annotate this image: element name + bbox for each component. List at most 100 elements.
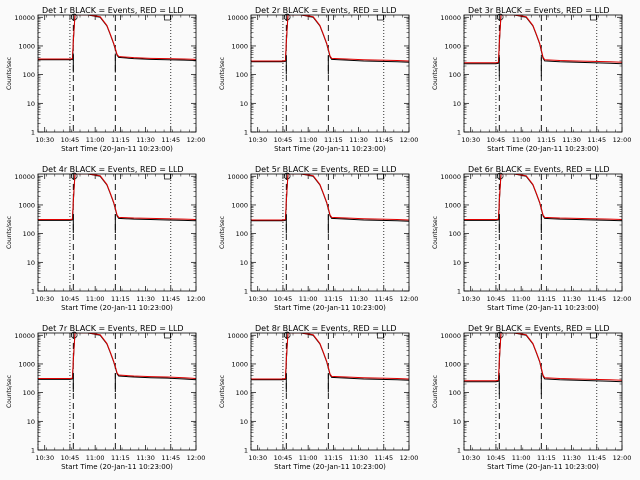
y-tick-label: 1000	[444, 201, 461, 209]
top-square-marker	[164, 14, 171, 21]
y-tick-label: 10	[240, 100, 248, 108]
x-tick-label: 11:15	[537, 136, 556, 144]
top-square-marker	[377, 173, 384, 180]
x-tick-label: 11:30	[562, 295, 581, 303]
y-tick-label: 1	[244, 288, 248, 296]
y-tick-label: 100	[449, 230, 461, 238]
x-tick-label: 11:15	[324, 295, 343, 303]
x-tick-label: 10:30	[35, 295, 54, 303]
top-square-marker	[590, 332, 597, 339]
x-tick-label: 11:45	[374, 454, 393, 462]
top-circle-marker	[496, 13, 504, 21]
panel-data-area	[251, 15, 409, 75]
x-tick-label: 10:30	[248, 295, 267, 303]
y-tick-label: 1000	[18, 360, 35, 368]
x-tick-label: 11:00	[86, 136, 105, 144]
y-tick-label: 1000	[18, 201, 35, 209]
panel-title: Det 7r BLACK = Events, RED = LLD	[42, 324, 184, 333]
y-tick-label: 100	[23, 389, 35, 397]
y-tick-label: 1	[244, 129, 248, 137]
panel-det-9: Det 9r BLACK = Events, RED = LLD Counts/s…	[432, 324, 631, 471]
x-tick-label: 10:30	[35, 136, 54, 144]
panel-data-area	[38, 15, 196, 73]
y-tick-label: 1000	[231, 42, 248, 50]
y-axis-label: Counts/sec	[432, 216, 439, 249]
x-tick-label: 11:00	[86, 454, 105, 462]
y-tick-label: 10000	[440, 332, 461, 340]
lld-series-line	[38, 174, 196, 221]
y-tick-label: 10000	[227, 332, 248, 340]
x-tick-label: 10:45	[61, 454, 80, 462]
x-tick-label: 11:00	[299, 136, 318, 144]
y-axis-label: Counts/sec	[432, 57, 439, 90]
lld-series-line	[38, 15, 196, 60]
top-circle-marker	[283, 172, 291, 180]
y-tick-label: 1	[244, 447, 248, 455]
y-tick-label: 10000	[227, 14, 248, 22]
panel-title: Det 5r BLACK = Events, RED = LLD	[255, 165, 397, 174]
panel-title: Det 8r BLACK = Events, RED = LLD	[255, 324, 397, 333]
x-tick-label: 10:45	[487, 295, 506, 303]
y-tick-label: 10000	[227, 173, 248, 181]
y-tick-label: 1	[31, 447, 35, 455]
x-tick-label: 11:00	[86, 295, 105, 303]
lld-series-line	[464, 15, 622, 64]
x-axis-label: Start Time (20-Jan-11 10:23:00)	[61, 145, 173, 153]
x-tick-label: 10:45	[61, 295, 80, 303]
y-axis-label: Counts/sec	[6, 375, 13, 408]
panel-data-area	[464, 15, 622, 77]
top-circle-marker	[283, 13, 291, 21]
panel-data-area	[38, 333, 196, 393]
x-tick-label: 11:45	[374, 136, 393, 144]
y-axis-label: Counts/sec	[219, 216, 226, 249]
y-tick-label: 10	[27, 100, 35, 108]
x-tick-label: 11:00	[512, 295, 531, 303]
panel-det-4: Det 4r BLACK = Events, RED = LLD Counts/s…	[6, 165, 205, 312]
y-axis-label: Counts/sec	[219, 375, 226, 408]
top-circle-marker	[70, 331, 78, 339]
y-tick-label: 10	[27, 259, 35, 267]
x-tick-label: 11:30	[136, 136, 155, 144]
x-tick-label: 11:45	[374, 295, 393, 303]
x-tick-label: 10:30	[461, 295, 480, 303]
y-tick-label: 10000	[14, 173, 35, 181]
y-tick-label: 10	[240, 418, 248, 426]
x-tick-label: 11:30	[349, 295, 368, 303]
panel-det-6: Det 6r BLACK = Events, RED = LLD Counts/s…	[432, 165, 631, 312]
x-tick-label: 11:15	[324, 136, 343, 144]
x-tick-label: 11:45	[587, 136, 606, 144]
x-tick-label: 11:00	[299, 295, 318, 303]
panel-frame	[463, 14, 623, 133]
y-tick-label: 1000	[231, 201, 248, 209]
y-tick-label: 10000	[440, 173, 461, 181]
panel-frame	[250, 173, 410, 292]
y-tick-label: 10000	[14, 14, 35, 22]
x-tick-label: 11:15	[111, 295, 130, 303]
x-axis-label: Start Time (20-Jan-11 10:23:00)	[61, 304, 173, 312]
top-square-marker	[590, 173, 597, 180]
x-tick-label: 11:15	[111, 454, 130, 462]
y-tick-label: 10	[240, 259, 248, 267]
y-tick-label: 1000	[444, 42, 461, 50]
y-tick-label: 10000	[440, 14, 461, 22]
x-tick-label: 11:00	[512, 454, 531, 462]
lld-series-line	[38, 333, 196, 380]
y-tick-label: 10	[453, 100, 461, 108]
x-tick-label: 12:00	[400, 295, 419, 303]
panel-data-area	[464, 174, 622, 234]
x-axis-label: Start Time (20-Jan-11 10:23:00)	[274, 145, 386, 153]
top-circle-marker	[283, 331, 291, 339]
x-tick-label: 12:00	[187, 454, 206, 462]
panel-det-1: Det 1r BLACK = Events, RED = LLD Counts/s…	[6, 6, 205, 153]
y-tick-label: 10	[27, 418, 35, 426]
top-square-marker	[377, 332, 384, 339]
x-tick-label: 10:45	[274, 454, 293, 462]
panel-title: Det 4r BLACK = Events, RED = LLD	[42, 165, 184, 174]
x-axis-label: Start Time (20-Jan-11 10:23:00)	[274, 463, 386, 471]
panel-data-area	[38, 174, 196, 234]
x-tick-label: 10:45	[487, 136, 506, 144]
y-axis-label: Counts/sec	[6, 216, 13, 249]
x-tick-label: 10:30	[248, 136, 267, 144]
top-circle-marker	[496, 172, 504, 180]
y-tick-label: 10000	[14, 332, 35, 340]
